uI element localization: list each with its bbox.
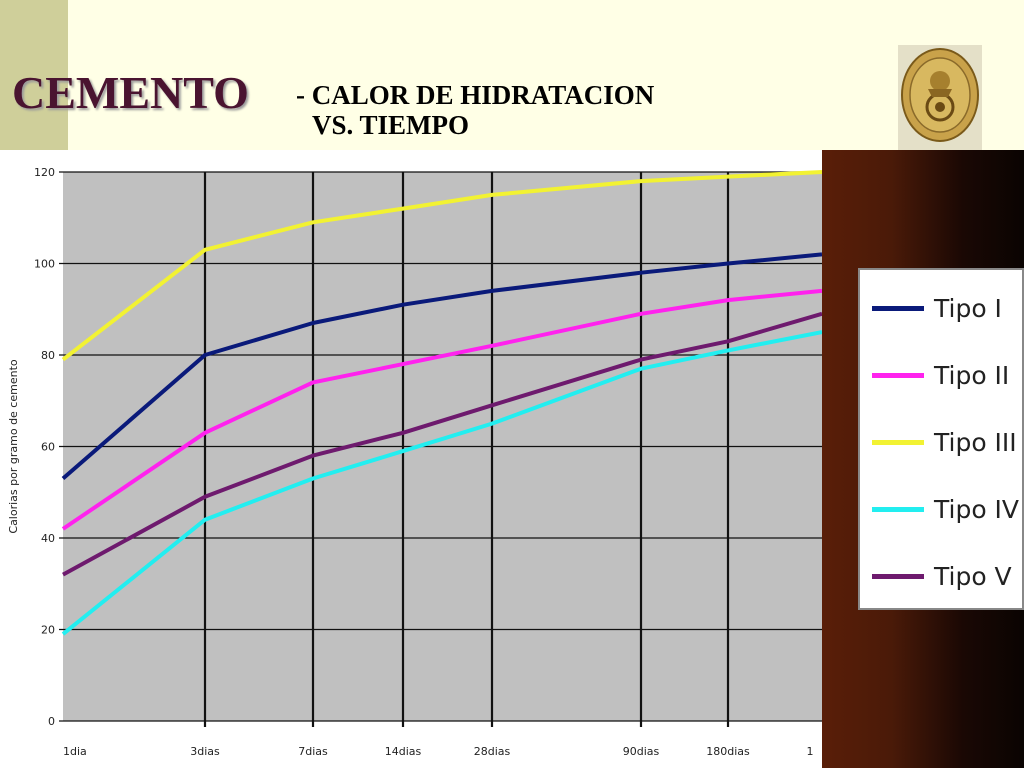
series-line-tipo-v bbox=[62, 311, 822, 577]
x-tick-label: 14dias bbox=[385, 745, 422, 758]
chart-legend: Tipo I Tipo II Tipo III Tipo IV Tipo V bbox=[858, 268, 1024, 610]
series-line-tipo-ii bbox=[61, 288, 822, 531]
legend-swatch bbox=[872, 372, 924, 378]
x-tick-label: 1 bbox=[807, 745, 814, 758]
legend-item: Tipo II bbox=[872, 355, 1009, 395]
legend-swatch bbox=[872, 439, 924, 445]
legend-item: Tipo IV bbox=[872, 489, 1019, 529]
chart-container: 0 20 40 60 80 100 120 1dia 3dias 7dias 14dias 28di… bbox=[0, 150, 822, 768]
series-lines bbox=[61, 170, 822, 636]
left-accent-bar bbox=[0, 0, 68, 150]
x-tick-label: 90dias bbox=[623, 745, 660, 758]
x-tick-label: 7dias bbox=[298, 745, 328, 758]
seal-emblem-icon bbox=[898, 45, 982, 150]
slide-subtitle: - CALOR DE HIDRATACION VS. TIEMPO bbox=[296, 80, 654, 140]
series-line-tipo-i bbox=[61, 252, 822, 481]
x-tick-label: 1dia bbox=[63, 745, 87, 758]
legend-item: Tipo V bbox=[872, 556, 1012, 596]
legend-label: Tipo IV bbox=[934, 494, 1020, 524]
y-tick-label: 0 bbox=[48, 715, 55, 728]
legend-label: Tipo II bbox=[934, 360, 1010, 390]
legend-swatch bbox=[872, 305, 924, 311]
legend-swatch bbox=[872, 506, 924, 512]
y-tick-label: 40 bbox=[41, 532, 55, 545]
x-tick-labels: 1dia 3dias 7dias 14dias 28dias 90dias 180dias 1 bbox=[63, 745, 814, 758]
y-tick-label: 120 bbox=[34, 166, 55, 179]
legend-item: Tipo I bbox=[872, 288, 1002, 328]
legend-label: Tipo I bbox=[934, 293, 1002, 323]
legend-label: Tipo III bbox=[934, 427, 1017, 457]
subtitle-line-1: - CALOR DE HIDRATACION bbox=[296, 80, 655, 110]
slide-title: CEMENTO bbox=[12, 67, 249, 118]
y-tick-label: 80 bbox=[41, 349, 55, 362]
x-tick-label: 28dias bbox=[474, 745, 511, 758]
university-seal-logo bbox=[898, 45, 982, 150]
x-tick-label: 180dias bbox=[706, 745, 750, 758]
hydration-heat-chart: 0 20 40 60 80 100 120 1dia 3dias 7dias 14dias 28di… bbox=[7, 166, 822, 758]
subtitle-line-2: VS. TIEMPO bbox=[312, 110, 470, 140]
y-tick-label: 100 bbox=[34, 258, 55, 271]
legend-swatch bbox=[872, 573, 924, 579]
y-tick-labels: 0 20 40 60 80 100 120 bbox=[34, 166, 55, 728]
y-axis-label: Calorias por gramo de cemento bbox=[7, 359, 20, 534]
x-tick-label: 3dias bbox=[190, 745, 220, 758]
y-tick-label: 60 bbox=[41, 441, 55, 454]
series-line-tipo-iii bbox=[61, 170, 822, 362]
y-tick-label: 20 bbox=[41, 624, 55, 637]
series-line-tipo-iv bbox=[61, 330, 822, 636]
legend-item: Tipo III bbox=[872, 422, 1017, 462]
legend-label: Tipo V bbox=[934, 561, 1012, 591]
